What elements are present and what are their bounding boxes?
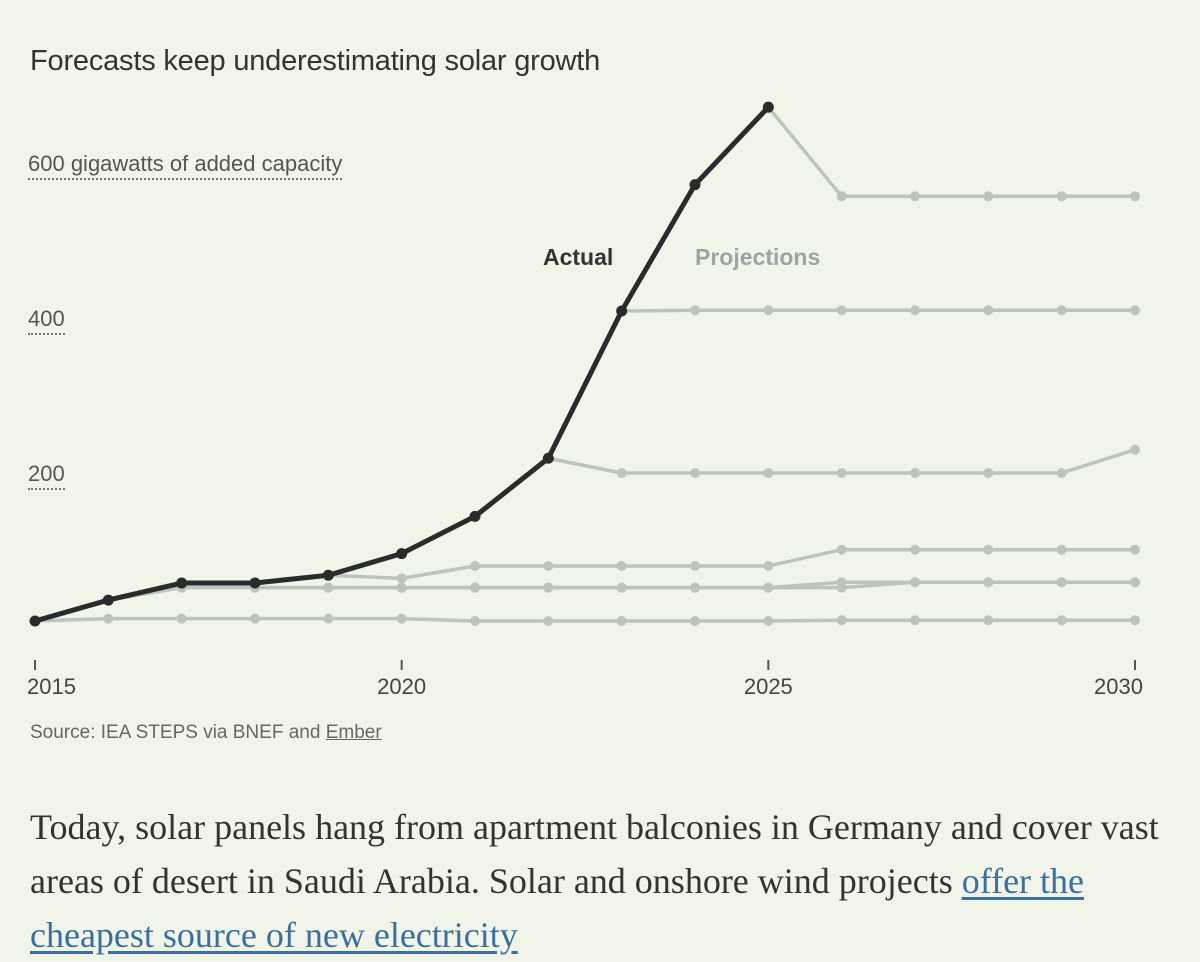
projection-point: [396, 613, 407, 624]
actual-point: [469, 510, 481, 522]
projection-point: [1130, 444, 1140, 455]
actual-series-line: [34, 105, 771, 624]
actual-point: [616, 305, 628, 317]
x-tick-label: 2015: [27, 674, 76, 699]
article-paragraph: Today, solar panels hang from apartment …: [30, 800, 1170, 962]
y-tick-label: 600 gigawatts of added capacity: [28, 152, 343, 180]
projection-point: [1056, 544, 1067, 555]
projection-point: [543, 616, 554, 626]
projection-point: [690, 467, 700, 478]
projection-point: [763, 305, 774, 316]
paragraph-text: Today, solar panels hang from apartment …: [30, 807, 1159, 901]
projection-point: [1130, 577, 1140, 588]
projection-point: [616, 560, 627, 571]
y-tick-label: 400: [28, 307, 65, 335]
projections-series-label: Projections: [695, 244, 821, 270]
projection-point: [1056, 191, 1067, 202]
projection-point: [836, 615, 847, 626]
actual-point: [762, 101, 774, 113]
actual-series-label: Actual: [543, 244, 614, 270]
projection-point: [690, 616, 700, 626]
cheapest-electricity-link[interactable]: offer the cheapest source of new electri…: [30, 861, 1085, 955]
projection-point: [836, 582, 847, 593]
projection-point: [690, 582, 700, 593]
projection-point: [1130, 191, 1140, 202]
projection-point: [836, 467, 847, 478]
projection-point: [983, 467, 994, 478]
projection-line-2: [181, 580, 1135, 590]
projection-point: [1130, 615, 1140, 626]
projection-point: [543, 582, 554, 593]
actual-point: [176, 577, 188, 589]
projection-line-6: [766, 106, 1135, 199]
x-tick-label: 2025: [743, 674, 793, 699]
projection-point: [1130, 305, 1140, 316]
projection-point: [910, 467, 920, 478]
projection-point: [176, 613, 187, 624]
projection-point: [1056, 305, 1067, 316]
actual-point: [322, 569, 334, 581]
projection-point: [470, 616, 480, 626]
projection-point: [543, 560, 554, 571]
projection-point: [396, 573, 407, 584]
projection-point: [910, 305, 920, 316]
projection-point: [470, 560, 480, 571]
ember-link[interactable]: Ember: [325, 722, 382, 743]
x-axis: [34, 660, 1136, 670]
actual-line: [29, 101, 774, 627]
projection-point: [396, 582, 407, 593]
actual-point: [396, 548, 408, 560]
line-chart: [29, 101, 1140, 670]
projection-point: [836, 544, 847, 555]
projection-point: [1056, 615, 1067, 626]
projection-point: [616, 582, 627, 593]
projection-point: [763, 582, 774, 593]
y-tick-label: 200: [28, 462, 65, 490]
x-tick-label: 2030: [1094, 674, 1143, 699]
projection-point: [103, 613, 114, 624]
actual-point: [542, 452, 554, 464]
projection-point: [470, 582, 480, 593]
projection-point: [983, 615, 994, 626]
x-tick-label: 2020: [377, 674, 427, 699]
projection-point: [250, 613, 260, 624]
projection-lines: [30, 102, 1140, 626]
projection-point: [983, 191, 994, 202]
actual-point: [102, 594, 114, 606]
projection-point: [1056, 467, 1067, 478]
projection-line-5: [621, 308, 1135, 313]
projection-point: [836, 191, 847, 202]
projection-point: [763, 467, 774, 478]
actual-point: [29, 615, 41, 627]
projection-point: [983, 577, 994, 588]
source-note: Source: IEA STEPS via BNEF and Ember: [30, 722, 382, 744]
projection-point: [910, 577, 920, 588]
projection-point: [910, 544, 920, 555]
source-text: Source: IEA STEPS via BNEF and: [30, 722, 326, 743]
projection-point: [910, 191, 920, 202]
projection-point: [690, 560, 700, 571]
projection-point: [690, 305, 700, 316]
actual-point: [689, 179, 701, 191]
actual-point: [249, 577, 261, 589]
projection-point: [983, 544, 994, 555]
projection-point: [763, 616, 774, 626]
projection-point: [910, 615, 920, 626]
projection-point: [836, 305, 847, 316]
projection-point: [1056, 577, 1067, 588]
projection-point: [1130, 544, 1140, 555]
projection-point: [983, 305, 994, 316]
projection-point: [616, 467, 627, 478]
projection-point: [616, 616, 627, 626]
projection-point: [323, 582, 334, 593]
projection-point: [323, 613, 334, 624]
chart-title: Forecasts keep underestimating solar gro…: [30, 45, 601, 77]
projection-point: [763, 560, 774, 571]
projection-line-0: [34, 616, 1135, 623]
